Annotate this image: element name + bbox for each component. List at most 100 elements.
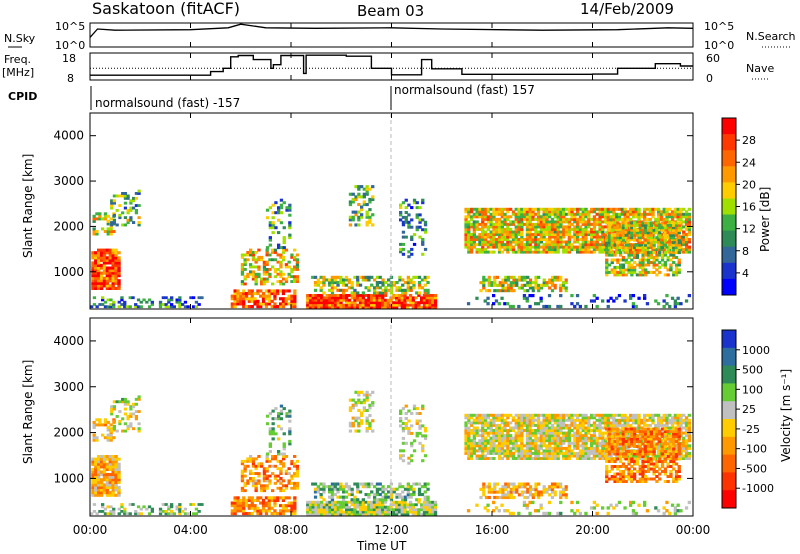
power-cell [573, 217, 577, 221]
power-cell [677, 261, 681, 264]
velocity-cell [268, 479, 272, 483]
velocity-cell [98, 423, 102, 427]
power-cell [367, 278, 371, 282]
power-cell [500, 222, 504, 226]
velocity-cell [336, 482, 340, 486]
power-cell [644, 226, 648, 230]
power-cell [395, 286, 399, 290]
power-cell [256, 305, 260, 309]
power-cell [243, 263, 247, 266]
power-cell [630, 263, 634, 267]
velocity-cell [279, 489, 283, 493]
velocity-cell [308, 505, 313, 509]
power-cell [106, 305, 110, 309]
velocity-cell [279, 427, 284, 431]
velocity-cell [262, 472, 267, 475]
velocity-cell [387, 490, 391, 494]
velocity-cell [520, 416, 524, 420]
power-cell [526, 289, 530, 293]
power-cell [556, 245, 560, 249]
velocity-cell [598, 454, 602, 458]
velocity-cell [564, 426, 569, 430]
power-cell [634, 210, 638, 214]
power-cell [665, 243, 669, 247]
velocity-cell [271, 409, 275, 413]
power-cell [607, 246, 612, 250]
velocity-cell [511, 451, 516, 455]
power-cell [397, 294, 402, 297]
velocity-cell [536, 418, 541, 422]
power-cell [333, 298, 338, 302]
velocity-cell [492, 449, 496, 453]
velocity-cell [370, 508, 374, 512]
velocity-cell [601, 454, 605, 458]
power-cell [129, 218, 133, 222]
velocity-cell [503, 451, 507, 455]
velocity-cell [578, 439, 583, 443]
power-cell [105, 271, 110, 275]
velocity-cell [158, 507, 163, 511]
velocity-cell [342, 510, 346, 514]
power-cell [584, 227, 588, 231]
power-cell [684, 227, 689, 231]
power-cell [94, 276, 98, 280]
power-cell [559, 275, 563, 279]
power-cell [314, 294, 318, 297]
power-cell [613, 253, 617, 257]
velocity-cell [236, 506, 240, 510]
power-cell [282, 251, 286, 254]
velocity-cell [601, 441, 605, 445]
power-cell [539, 235, 543, 239]
power-cell [511, 210, 516, 214]
power-cell [425, 298, 429, 302]
power-cell [464, 245, 468, 249]
power-cell [378, 294, 382, 297]
velocity-cell [386, 510, 390, 514]
velocity-cell [170, 503, 174, 506]
power-cell [486, 207, 490, 211]
velocity-cell [284, 455, 289, 458]
velocity-cell [467, 431, 471, 435]
velocity-cell [495, 444, 499, 448]
power-cell [623, 217, 627, 221]
power-cell [525, 299, 529, 303]
power-cell [528, 212, 532, 216]
velocity-cell [108, 483, 112, 487]
velocity-cell [92, 436, 96, 440]
power-cell [492, 212, 496, 216]
power-cell [684, 212, 689, 216]
velocity-cell [242, 498, 246, 502]
velocity-cell [308, 500, 313, 504]
power-cell [665, 302, 669, 306]
velocity-cell [94, 473, 98, 477]
power-cell [236, 302, 240, 306]
velocity-cell [240, 459, 245, 463]
power-cell [99, 279, 104, 283]
power-cell [102, 256, 107, 260]
velocity-cell [492, 434, 496, 438]
velocity-cell [378, 500, 382, 504]
power-cell [114, 251, 118, 255]
velocity-cell [483, 421, 488, 425]
power-cell [372, 301, 377, 305]
power-cell [239, 294, 243, 298]
velocity-cell [489, 441, 493, 445]
velocity-cell [420, 505, 424, 509]
velocity-cell [403, 505, 407, 509]
power-cell [105, 281, 110, 285]
power-cell [233, 292, 237, 296]
power-cell [634, 212, 638, 216]
power-cell [598, 207, 602, 211]
velocity-cell [192, 512, 196, 516]
velocity-cell [114, 493, 118, 497]
velocity-cell [381, 495, 385, 499]
power-cell [649, 241, 653, 245]
power-cell [164, 305, 168, 309]
velocity-cell [423, 426, 428, 430]
velocity-cell [236, 501, 240, 505]
velocity-cell [603, 454, 608, 458]
velocity-cell [281, 509, 286, 513]
power-cell [562, 235, 566, 239]
power-cell [350, 286, 354, 290]
power-cell [111, 269, 115, 273]
